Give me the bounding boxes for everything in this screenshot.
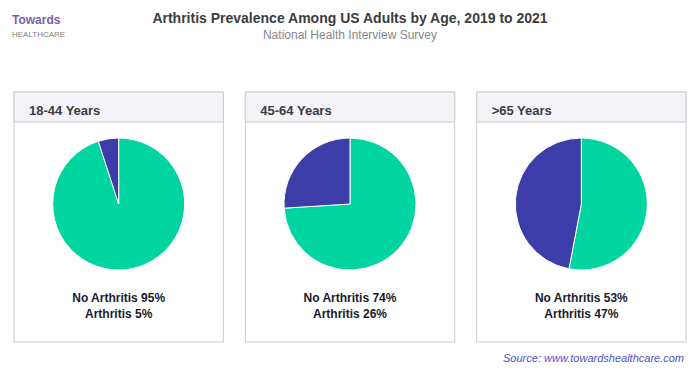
svg-text:Arthritis 5%: Arthritis 5% xyxy=(85,307,153,321)
svg-text:Arthritis Prevalence Among US: Arthritis Prevalence Among US Adults by … xyxy=(152,10,547,26)
svg-text:Source: www.towardshealthcare.: Source: www.towardshealthcare.com xyxy=(503,352,684,364)
svg-text:>65 Years: >65 Years xyxy=(492,103,552,118)
svg-text:Arthritis 26%: Arthritis 26% xyxy=(313,307,387,321)
svg-text:HEALTHCARE: HEALTHCARE xyxy=(12,30,65,39)
svg-text:Towards: Towards xyxy=(12,13,61,27)
svg-text:No Arthritis 95%: No Arthritis 95% xyxy=(72,291,165,305)
svg-text:Arthritis 47%: Arthritis 47% xyxy=(544,307,618,321)
svg-text:18-44 Years: 18-44 Years xyxy=(29,103,100,118)
svg-text:No Arthritis 53%: No Arthritis 53% xyxy=(535,291,628,305)
svg-text:National Health Interview Surv: National Health Interview Survey xyxy=(263,28,437,42)
svg-text:No Arthritis 74%: No Arthritis 74% xyxy=(304,291,397,305)
svg-text:45-64 Years: 45-64 Years xyxy=(260,103,331,118)
